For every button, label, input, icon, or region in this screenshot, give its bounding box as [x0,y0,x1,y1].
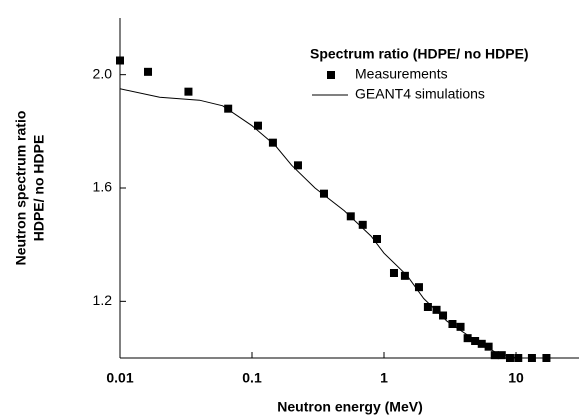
point [439,311,448,320]
y-tick-label: 1.6 [93,179,113,195]
point [319,189,328,198]
point [389,269,398,277]
point [432,305,441,314]
x-tick-label: 1 [380,370,388,386]
point [423,303,432,311]
line [119,88,556,359]
point [484,342,493,351]
point [490,351,499,360]
point [373,235,382,243]
point [224,104,233,113]
x-tick-label: 0.01 [106,370,133,386]
x-axis-label: Neutron energy (MeV) [277,399,422,415]
point [358,220,367,229]
point [144,67,153,76]
legend-label: GEANT4 simulations [355,86,485,102]
point [268,138,277,147]
y-tick-label: 2.0 [93,65,113,81]
legend-marker [327,71,335,79]
y-tick-label: 1.2 [93,292,113,308]
point [184,87,193,96]
point [497,351,506,360]
x-tick-label: 0.1 [242,370,262,386]
point [456,322,465,331]
y-axis-label: HDPE/ no HDPE [31,135,47,242]
point [505,354,514,362]
point [448,320,457,328]
point [293,161,302,170]
y-axis-label: Neutron spectrum ratio [13,111,29,266]
point [414,283,423,292]
point [471,337,480,345]
legend-title: Spectrum ratio (HDPE/ no HDPE) [310,46,529,62]
point [253,121,262,130]
point [400,271,409,280]
point [116,56,124,65]
legend-label: Measurements [355,66,448,82]
point [463,334,472,343]
x-tick-label: 10 [508,370,524,386]
